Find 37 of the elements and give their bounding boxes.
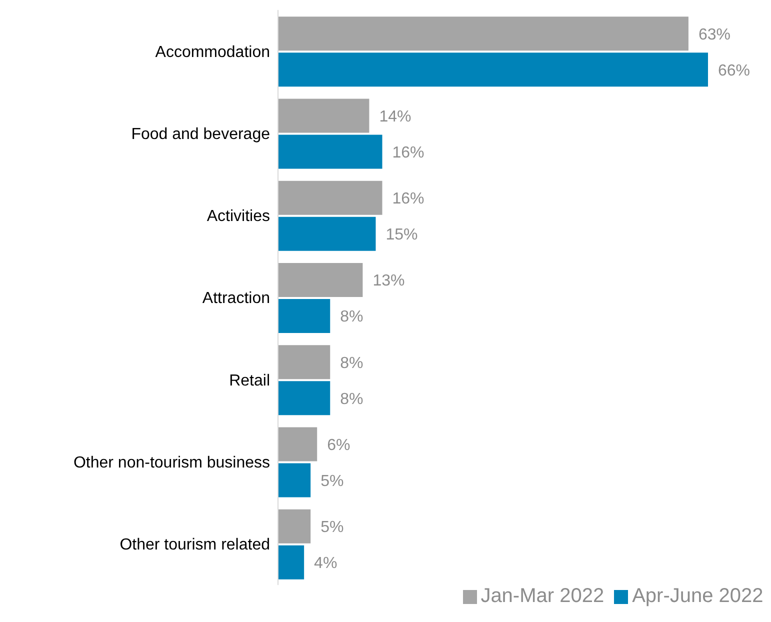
data-label: 6% [327, 436, 350, 454]
bar [278, 52, 708, 87]
bar [278, 299, 330, 333]
y-tick-label: Attraction [202, 290, 270, 308]
bar [278, 463, 311, 498]
bar [278, 427, 318, 462]
data-label: 8% [340, 308, 364, 326]
bar [278, 134, 382, 169]
bar [278, 509, 311, 544]
legend-label: Apr-June 2022 [632, 585, 764, 607]
data-label: 5% [320, 519, 344, 536]
bar [278, 381, 330, 416]
y-tick-label: Other non-tourism business [73, 454, 270, 472]
data-label: 5% [320, 472, 344, 490]
legend-label: Jan-Mar 2022 [480, 585, 604, 607]
y-tick-label: Other tourism related [120, 536, 270, 554]
data-label: 16% [392, 190, 424, 208]
bar [278, 345, 330, 380]
y-tick-label: Accommodation [155, 44, 270, 61]
bar [278, 98, 370, 133]
data-label: 4% [314, 555, 338, 572]
bar [278, 545, 304, 580]
bar [278, 216, 376, 251]
data-label: 13% [372, 272, 405, 290]
data-label: 66% [718, 62, 750, 80]
data-label: 8% [340, 354, 364, 372]
bar [278, 180, 382, 215]
data-label: 8% [340, 390, 364, 408]
bar [278, 16, 688, 51]
y-tick-label: Retail [229, 372, 270, 390]
data-label: 16% [392, 144, 424, 162]
data-label: 14% [379, 108, 412, 126]
data-label: 15% [386, 226, 418, 244]
y-tick-label: Activities [206, 208, 270, 226]
y-tick-label: Food and beverage [131, 126, 270, 143]
data-label: 63% [698, 26, 730, 44]
bar [278, 263, 363, 297]
